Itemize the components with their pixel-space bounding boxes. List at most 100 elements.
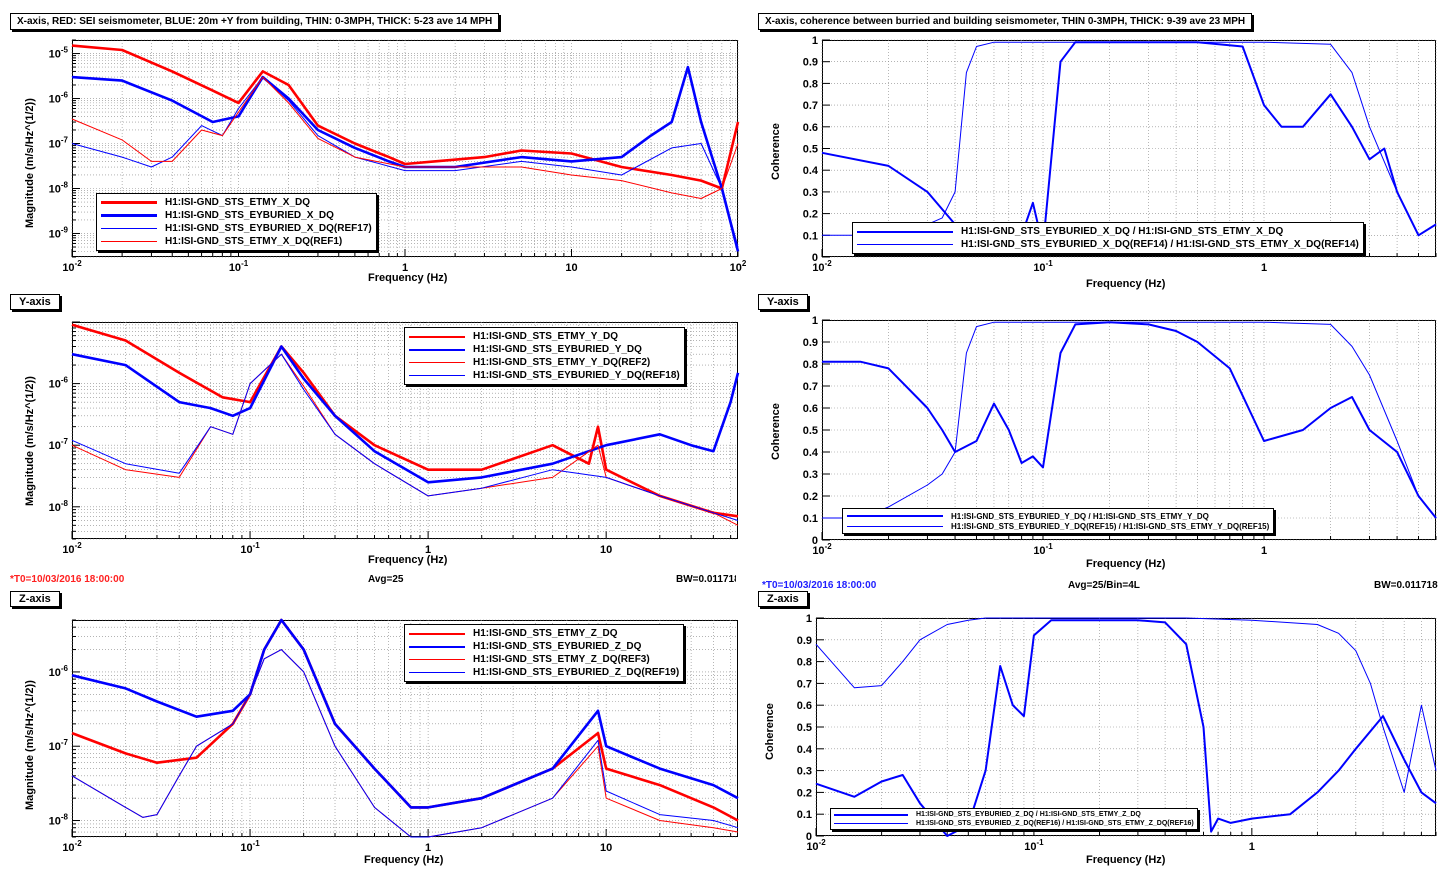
tick-label: 1 — [812, 315, 818, 327]
legend-label: H1:ISI-GND_STS_EYBURIED_Z_DQ / H1:ISI-GN… — [916, 811, 1141, 818]
series-line-3 — [71, 353, 739, 521]
x-axis-coherence-title: X-axis, coherence between burried and bu… — [758, 13, 1253, 30]
series-line-3 — [71, 76, 739, 199]
tick-label: 0.7 — [797, 678, 812, 690]
legend-entry: H1:ISI-GND_STS_ETMY_X_DQ(REF1) — [101, 235, 372, 248]
legend-label: H1:ISI-GND_STS_ETMY_X_DQ(REF1) — [165, 236, 343, 247]
legend-entry: H1:ISI-GND_STS_ETMY_Y_DQ — [409, 330, 680, 343]
legend-label: H1:ISI-GND_STS_EYBURIED_Z_DQ(REF19) — [473, 667, 680, 678]
series-line-1 — [822, 321, 1437, 519]
tick-label: 10-8 — [49, 813, 69, 828]
tick-label: 0 — [812, 535, 818, 547]
legend-label: H1:ISI-GND_STS_ETMY_Y_DQ — [473, 331, 619, 342]
tick-label: 0 — [812, 252, 818, 264]
y-coherence-xlabel: Frequency (Hz) — [1086, 558, 1166, 570]
tick-label: 0.9 — [803, 337, 818, 349]
tick-label: 0.6 — [797, 700, 812, 712]
legend-label: H1:ISI-GND_STS_ETMY_Z_DQ — [473, 628, 618, 639]
legend-label: H1:ISI-GND_STS_EYBURIED_X_DQ(REF14) / H1… — [961, 239, 1359, 250]
tick-label: 10 — [600, 544, 612, 556]
x-coherence-legend: H1:ISI-GND_STS_EYBURIED_X_DQ / H1:ISI-GN… — [852, 222, 1364, 254]
series-line-0 — [821, 41, 1437, 248]
legend-entry: H1:ISI-GND_STS_EYBURIED_Z_DQ(REF19) — [409, 666, 679, 679]
series-line-2 — [71, 76, 739, 248]
tick-label: 10-7 — [49, 738, 69, 753]
tick-label: 10-8 — [49, 180, 69, 195]
bw-label-left: BW=0.011718 — [676, 574, 736, 585]
tick-label: 0.2 — [803, 209, 818, 221]
y-coherence-legend: H1:ISI-GND_STS_EYBURIED_Y_DQ / H1:ISI-GN… — [842, 508, 1275, 534]
tick-label: 0.8 — [803, 359, 818, 371]
tick-label: 0.4 — [797, 744, 813, 756]
tick-label: 1 — [1261, 545, 1267, 557]
tick-label: 0.9 — [797, 635, 812, 647]
legend-entry: H1:ISI-GND_STS_ETMY_Z_DQ — [409, 627, 679, 640]
legend-label: H1:ISI-GND_STS_ETMY_Z_DQ(REF3) — [473, 654, 650, 665]
x-magnitude-legend: H1:ISI-GND_STS_ETMY_X_DQ H1:ISI-GND_STS_… — [96, 193, 377, 251]
legend-label: H1:ISI-GND_STS_EYBURIED_X_DQ — [165, 210, 334, 221]
z-coherence-legend: H1:ISI-GND_STS_EYBURIED_Z_DQ / H1:ISI-GN… — [830, 808, 1198, 830]
tick-label: 0.5 — [797, 722, 812, 734]
series-line-1 — [71, 345, 740, 484]
avg-label-left: Avg=25 — [368, 574, 404, 585]
legend-label: H1:ISI-GND_STS_EYBURIED_Y_DQ / H1:ISI-GN… — [951, 511, 1209, 521]
legend-entry: H1:ISI-GND_STS_ETMY_X_DQ — [101, 196, 372, 209]
y-magnitude-xlabel: Frequency (Hz) — [368, 554, 448, 566]
tick-label: 0.3 — [803, 469, 818, 481]
t0-label-left: *T0=10/03/2016 18:00:00 — [10, 574, 125, 585]
tick-label: 0.5 — [803, 144, 818, 156]
y-axis-section-label-left: Y-axis — [10, 294, 60, 310]
legend-entry: H1:ISI-GND_STS_EYBURIED_Y_DQ / H1:ISI-GN… — [847, 511, 1269, 521]
tick-label: 1 — [1261, 262, 1267, 274]
y-magnitude-ylabel: Magnitude (m/s/Hz^(1/2)) — [24, 376, 36, 506]
tick-label: 0.5 — [803, 425, 818, 437]
z-axis-section-label-right: Z-axis — [758, 591, 808, 607]
legend-entry: H1:ISI-GND_STS_EYBURIED_Z_DQ — [409, 640, 679, 653]
legend-label: H1:ISI-GND_STS_EYBURIED_X_DQ / H1:ISI-GN… — [961, 226, 1284, 237]
t0-label-right: *T0=10/03/2016 18:00:00 — [762, 580, 877, 591]
tick-label: 0.1 — [803, 513, 818, 525]
tick-label: 0.2 — [797, 787, 812, 799]
tick-label: 0.2 — [803, 491, 818, 503]
legend-entry: H1:ISI-GND_STS_EYBURIED_Z_DQ(REF16) / H1… — [834, 819, 1194, 828]
avg-label-right: Avg=25/Bin=4L — [1068, 580, 1140, 591]
legend-entry: H1:ISI-GND_STS_EYBURIED_X_DQ / H1:ISI-GN… — [857, 225, 1359, 238]
tick-label: 10-7 — [49, 437, 69, 452]
legend-entry: H1:ISI-GND_STS_EYBURIED_Y_DQ(REF18) — [409, 369, 680, 382]
x-magnitude-ylabel: Magnitude (m/s/Hz^(1/2)) — [24, 98, 36, 228]
series-line-0 — [71, 44, 740, 190]
series-line-0 — [815, 619, 1437, 837]
x-magnitude-xlabel: Frequency (Hz) — [368, 272, 448, 284]
series-line-1 — [71, 618, 739, 809]
tick-label: 10-7 — [49, 136, 69, 151]
tick-label: 10 — [600, 842, 612, 854]
z-magnitude-legend: H1:ISI-GND_STS_ETMY_Z_DQ H1:ISI-GND_STS_… — [404, 624, 685, 682]
y-axis-section-label-right: Y-axis — [758, 294, 808, 310]
tick-label: 0.3 — [803, 187, 818, 199]
tick-label: 0.1 — [803, 230, 818, 242]
tick-label: 10-6 — [49, 664, 69, 679]
legend-entry: H1:ISI-GND_STS_ETMY_Z_DQ(REF3) — [409, 653, 679, 666]
tick-label: 10-6 — [49, 376, 69, 391]
legend-label: H1:ISI-GND_STS_ETMY_Y_DQ(REF2) — [473, 357, 651, 368]
bw-label-right: BW=0.011718 — [1374, 580, 1438, 591]
legend-entry: H1:ISI-GND_STS_EYBURIED_X_DQ — [101, 209, 372, 222]
tick-label: 10 — [565, 262, 577, 274]
series-line-1 — [822, 41, 1437, 236]
legend-entry: H1:ISI-GND_STS_EYBURIED_X_DQ(REF17) — [101, 222, 372, 235]
z-axis-section-label-left: Z-axis — [10, 591, 60, 607]
legend-entry: H1:ISI-GND_STS_EYBURIED_Y_DQ(REF15) / H1… — [847, 521, 1269, 531]
tick-label: 0.4 — [803, 447, 819, 459]
chart-mag_x: 10-2 10-1 1 10 102 10-9 10-8 10-7 10-6 10-5 — [49, 39, 747, 274]
z-coherence-ylabel: Coherence — [764, 703, 776, 760]
legend-entry: H1:ISI-GND_STS_EYBURIED_X_DQ(REF14) / H1… — [857, 238, 1359, 251]
z-magnitude-xlabel: Frequency (Hz) — [364, 854, 444, 866]
legend-label: H1:ISI-GND_STS_EYBURIED_Y_DQ(REF18) — [473, 370, 680, 381]
series-line-1 — [815, 617, 1437, 793]
tick-label: 10-8 — [49, 499, 69, 514]
tick-label: 10-5 — [49, 46, 69, 61]
tick-label: 10-1 — [240, 839, 260, 854]
tick-label: 10-1 — [1033, 259, 1053, 274]
tick-label: 0.8 — [797, 657, 812, 669]
